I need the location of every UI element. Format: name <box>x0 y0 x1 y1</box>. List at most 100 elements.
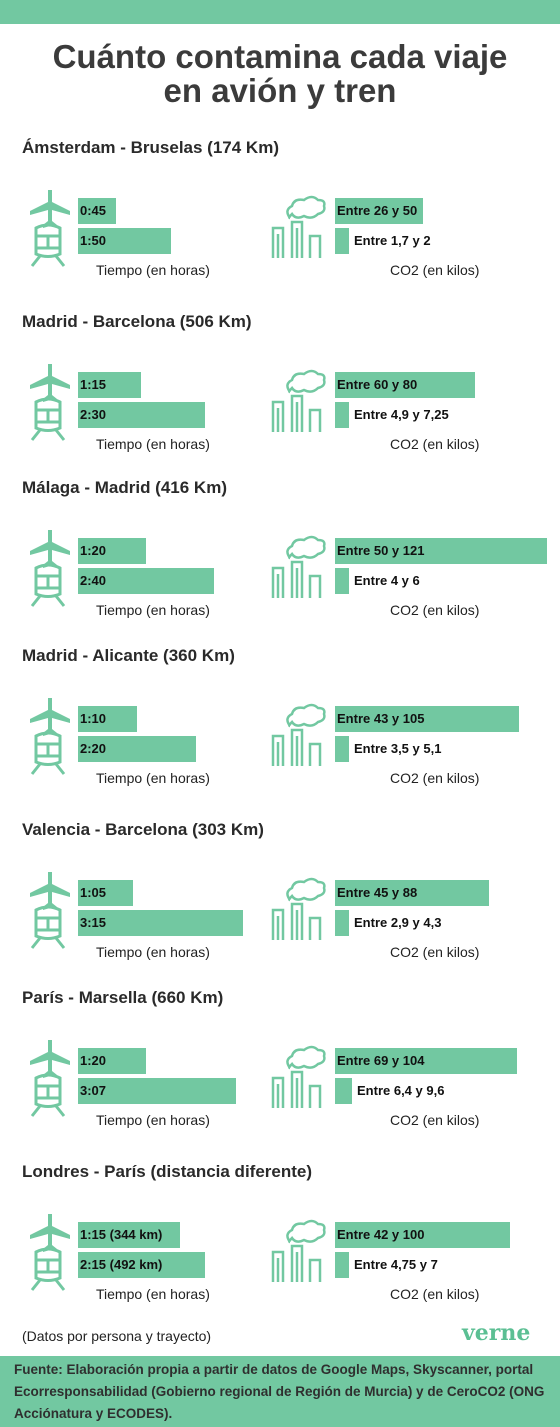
route-title: Madrid - Barcelona (506 Km) <box>22 312 252 331</box>
plane-co2-label: Entre 60 y 80 <box>337 377 418 392</box>
plane-co2-bar <box>335 372 475 398</box>
plane-co2-label: Entre 50 y 121 <box>337 543 425 558</box>
time-axis-caption: Tiempo (en horas) <box>96 436 210 452</box>
airplane-icon <box>28 528 72 577</box>
train-co2-bar <box>335 910 349 936</box>
plane-co2-label: Entre 42 y 100 <box>337 1227 425 1242</box>
train-time-bar <box>78 228 171 254</box>
source-footer: Fuente: Elaboración propia a partir de d… <box>0 1356 560 1427</box>
train-icon <box>26 396 70 447</box>
train-co2-label: Entre 6,4 y 9,6 <box>357 1083 445 1098</box>
plane-time-bar <box>78 880 133 906</box>
train-co2-label: Entre 4 y 6 <box>354 573 420 588</box>
train-co2-bar <box>335 736 349 762</box>
route-section: Madrid - Alicante (360 Km) 1:10 2:20 Entre… <box>0 646 560 806</box>
airplane-icon <box>28 1212 72 1261</box>
smoke-factory-icon <box>270 1218 328 1289</box>
co2-axis-caption: CO2 (en kilos) <box>390 602 480 618</box>
route-title: Londres - París (distancia diferente) <box>22 1162 313 1181</box>
train-time-label: 1:50 <box>80 233 107 248</box>
train-co2-label: Entre 1,7 y 2 <box>354 233 431 248</box>
smoke-factory-icon <box>270 368 328 439</box>
plane-co2-label: Entre 69 y 104 <box>337 1053 425 1068</box>
train-time-label: 2:15 (492 km) <box>80 1257 163 1272</box>
co2-axis-caption: CO2 (en kilos) <box>390 1112 480 1128</box>
time-axis-caption: Tiempo (en horas) <box>96 944 210 960</box>
train-time-label: 2:40 <box>80 573 107 588</box>
plane-co2-bar <box>335 538 547 564</box>
train-time-bar <box>78 1078 236 1104</box>
time-axis-caption: Tiempo (en horas) <box>96 1112 210 1128</box>
airplane-icon <box>28 696 72 745</box>
co2-axis-caption: CO2 (en kilos) <box>390 1286 480 1302</box>
co2-axis-caption: CO2 (en kilos) <box>390 770 480 786</box>
time-axis-caption: Tiempo (en horas) <box>96 1286 210 1302</box>
train-time-label: 2:30 <box>80 407 107 422</box>
verne-logo: verne <box>462 1320 531 1346</box>
route-section: Londres - París (distancia diferente) 1:… <box>0 1162 560 1322</box>
train-co2-label: Entre 2,9 y 4,3 <box>354 915 442 930</box>
plane-time-bar <box>78 372 141 398</box>
airplane-icon <box>28 362 72 411</box>
route-section: París - Marsella (660 Km) 1:20 3:07 Entre … <box>0 988 560 1148</box>
plane-time-label: 1:15 (344 km) <box>80 1227 163 1242</box>
airplane-icon <box>28 188 72 237</box>
train-icon <box>26 1246 70 1297</box>
train-co2-label: Entre 4,9 y 7,25 <box>354 407 449 422</box>
train-time-bar <box>78 1252 205 1278</box>
plane-time-label: 0:45 <box>80 203 107 218</box>
plane-co2-bar <box>335 1048 517 1074</box>
top-accent-bar <box>0 0 560 24</box>
plane-time-bar <box>78 1222 180 1248</box>
train-co2-bar <box>335 568 349 594</box>
plane-time-label: 1:10 <box>80 711 107 726</box>
co2-axis-caption: CO2 (en kilos) <box>390 436 480 452</box>
plane-co2-label: Entre 43 y 105 <box>337 711 425 726</box>
train-time-bar <box>78 568 214 594</box>
plane-co2-bar <box>335 198 423 224</box>
plane-time-bar <box>78 706 137 732</box>
train-co2-label: Entre 4,75 y 7 <box>354 1257 438 1272</box>
train-time-bar <box>78 736 196 762</box>
plane-co2-bar <box>335 706 519 732</box>
airplane-icon <box>28 1038 72 1087</box>
plane-time-label: 1:15 <box>80 377 107 392</box>
route-title: Málaga - Madrid (416 Km) <box>22 478 227 497</box>
smoke-factory-icon <box>270 194 328 265</box>
time-axis-caption: Tiempo (en horas) <box>96 602 210 618</box>
airplane-icon <box>28 870 72 919</box>
route-title: Ámsterdam - Bruselas (174 Km) <box>22 138 279 157</box>
train-time-bar <box>78 402 205 428</box>
route-title: París - Marsella (660 Km) <box>22 988 224 1007</box>
train-icon <box>26 904 70 955</box>
plane-co2-bar <box>335 1222 510 1248</box>
train-icon <box>26 730 70 781</box>
smoke-factory-icon <box>270 876 328 947</box>
co2-axis-caption: CO2 (en kilos) <box>390 944 480 960</box>
train-time-label: 3:15 <box>80 915 107 930</box>
time-axis-caption: Tiempo (en horas) <box>96 770 210 786</box>
plane-time-label: 1:20 <box>80 543 107 558</box>
title-line-2: en avión y tren <box>163 72 397 109</box>
train-time-label: 3:07 <box>80 1083 107 1098</box>
data-note: (Datos por persona y trayecto) <box>22 1328 212 1344</box>
route-section: Málaga - Madrid (416 Km) 1:20 2:40 Entre 5… <box>0 478 560 638</box>
plane-time-bar <box>78 198 116 224</box>
title-line-1: Cuánto contamina cada viaje <box>52 38 508 75</box>
plane-time-label: 1:20 <box>80 1053 107 1068</box>
train-time-bar <box>78 910 243 936</box>
plane-time-label: 1:05 <box>80 885 107 900</box>
train-co2-bar <box>335 228 349 254</box>
co2-axis-caption: CO2 (en kilos) <box>390 262 480 278</box>
plane-time-bar <box>78 1048 146 1074</box>
train-icon <box>26 1072 70 1123</box>
smoke-factory-icon <box>270 534 328 605</box>
train-icon <box>26 562 70 613</box>
train-co2-bar <box>335 402 349 428</box>
plane-co2-label: Entre 26 y 50 <box>337 203 418 218</box>
route-title: Madrid - Alicante (360 Km) <box>22 646 235 665</box>
time-axis-caption: Tiempo (en horas) <box>96 262 210 278</box>
train-time-label: 2:20 <box>80 741 107 756</box>
smoke-factory-icon <box>270 702 328 773</box>
route-section: Ámsterdam - Bruselas (174 Km) 0:45 1:50 En… <box>0 138 560 298</box>
